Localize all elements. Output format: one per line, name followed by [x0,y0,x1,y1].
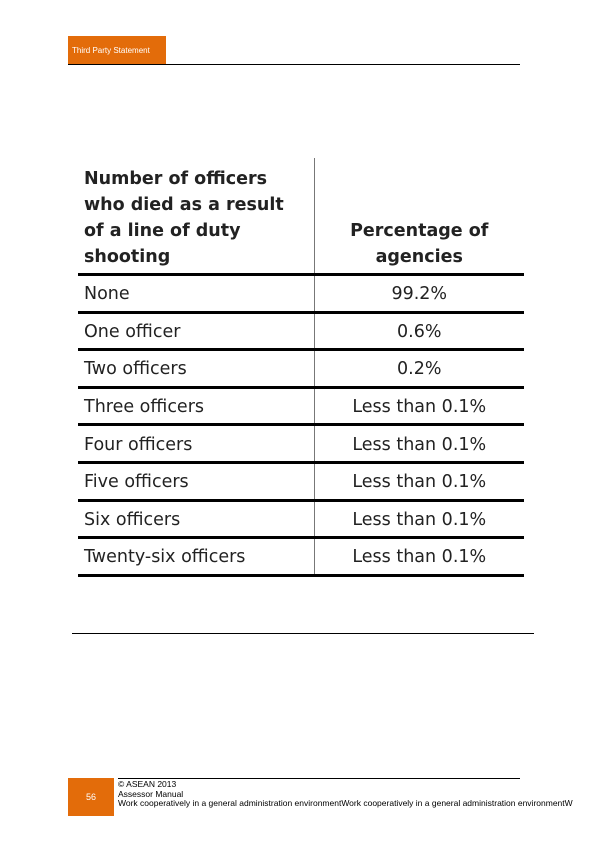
table-row: Twenty-six officers Less than 0.1% [78,537,524,577]
officer-deaths-table: Number of officers who died as a result … [78,158,524,577]
officer-count-cell: Three officers [78,387,315,427]
percentage-cell: Less than 0.1% [314,387,524,427]
percentage-cell: Less than 0.1% [314,424,524,464]
footer-text: © ASEAN 2013 Assessor Manual Work cooper… [118,780,596,809]
percentage-cell: 0.6% [314,312,524,352]
table-row: None 99.2% [78,274,524,314]
percentage-cell: Less than 0.1% [314,462,524,502]
table-row: One officer 0.6% [78,312,524,352]
table-header-row: Number of officers who died as a result … [78,158,524,276]
percentage-cell: Less than 0.1% [314,537,524,577]
table-row: Six officers Less than 0.1% [78,500,524,540]
unit-title: Work cooperatively in a general administ… [118,798,573,808]
officer-deaths-table-wrapper: Number of officers who died as a result … [78,158,524,577]
officer-count-cell: Two officers [78,349,315,389]
percentage-cell: 99.2% [314,274,524,314]
officer-count-cell: Five officers [78,462,315,502]
header-percentage: Percentage of agencies [314,158,524,276]
header-divider [68,64,520,65]
manual-title: Assessor Manual [118,788,184,799]
footer-divider [118,778,520,779]
table-row: Five officers Less than 0.1% [78,462,524,502]
page-number-box: 56 [68,778,114,816]
officer-count-cell: None [78,274,315,314]
officer-count-cell: Four officers [78,424,315,464]
page-number: 56 [85,792,96,802]
section-tab: Third Party Statement [68,36,166,64]
officer-count-cell: One officer [78,312,315,352]
header-officer-count: Number of officers who died as a result … [78,158,315,276]
percentage-cell: Less than 0.1% [314,500,524,540]
table-row: Four officers Less than 0.1% [78,424,524,464]
figure-divider [72,633,534,634]
table-row: Three officers Less than 0.1% [78,387,524,427]
percentage-cell: 0.2% [314,349,524,389]
officer-count-cell: Twenty-six officers [78,537,315,577]
copyright-line: © ASEAN 2013 [118,780,177,789]
section-label: Third Party Statement [72,45,150,55]
table-row: Two officers 0.2% [78,349,524,389]
officer-count-cell: Six officers [78,500,315,540]
